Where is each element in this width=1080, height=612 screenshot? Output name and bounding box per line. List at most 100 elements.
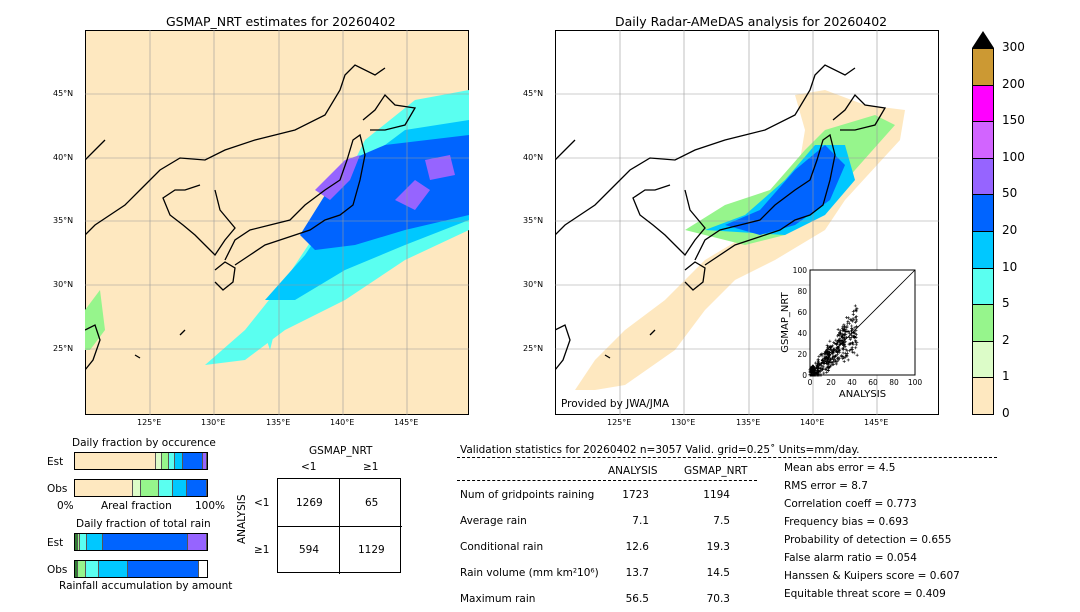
cell-false-alarm: 65 bbox=[365, 497, 379, 509]
rain-fraction-title: Daily fraction of total rain bbox=[76, 518, 211, 530]
colorbar-label: 5 bbox=[1002, 296, 1010, 311]
cell-miss: 594 bbox=[299, 544, 320, 556]
colorbar-label: 150 bbox=[1002, 113, 1025, 128]
lon-tick-label: 130°E bbox=[201, 418, 226, 427]
bar-segment bbox=[155, 453, 163, 469]
bar-segment bbox=[77, 534, 81, 550]
stats-analysis-value: 1723 bbox=[622, 489, 649, 501]
scatter-x-tick: 40 bbox=[847, 378, 857, 387]
stats-analysis-value: 13.7 bbox=[625, 567, 649, 579]
stats-col-analysis: ANALYSIS bbox=[608, 465, 658, 477]
occurrence-title: Daily fraction by occurence bbox=[72, 437, 216, 449]
contingency-col-lt1: <1 bbox=[301, 461, 317, 473]
colorbar-label: 100 bbox=[1002, 149, 1025, 164]
rain-area bbox=[425, 155, 455, 180]
occ-obs-bar bbox=[74, 479, 208, 497]
lat-tick-label: 30°N bbox=[53, 280, 74, 289]
gsmap-map bbox=[85, 30, 469, 415]
stats-header: Validation statistics for 20260402 n=305… bbox=[460, 444, 860, 456]
scatter-xlabel: ANALYSIS bbox=[839, 389, 886, 400]
colorbar-segment bbox=[972, 231, 994, 269]
contingency-col-ge1: ≥1 bbox=[363, 461, 379, 473]
scatter-y-tick: 100 bbox=[793, 266, 808, 275]
score-line: False alarm ratio = 0.054 bbox=[784, 552, 917, 564]
lon-tick-label: 125°E bbox=[137, 418, 162, 427]
lon-tick-label: 145°E bbox=[394, 418, 419, 427]
rain-area bbox=[265, 330, 275, 350]
scatter-x-tick: 80 bbox=[889, 378, 899, 387]
scatter-ylabel: GSMAP_NRT bbox=[780, 291, 791, 352]
coastline bbox=[85, 324, 101, 371]
stats-col-gsmap: GSMAP_NRT bbox=[684, 465, 748, 477]
contingency-table: 1269 65 594 1129 bbox=[277, 478, 402, 574]
colorbar-segment bbox=[972, 340, 994, 379]
stats-row-label: Maximum rain bbox=[460, 593, 536, 605]
rain-area bbox=[395, 180, 430, 210]
bar-segment bbox=[80, 534, 87, 550]
right-map-title: Daily Radar-AMeDAS analysis for 20260402 bbox=[615, 14, 888, 29]
scatter-x-tick: 0 bbox=[808, 378, 813, 387]
colorbar-label: 1 bbox=[1002, 369, 1010, 384]
colorbar-label: 50 bbox=[1002, 186, 1018, 201]
cell-hit: 1129 bbox=[358, 544, 385, 556]
lon-tick-label: 145°E bbox=[864, 418, 889, 427]
lat-tick-label: 40°N bbox=[523, 153, 544, 162]
lon-tick-label: 135°E bbox=[266, 418, 291, 427]
scatter-y-tick: 0 bbox=[802, 371, 807, 380]
bar-segment bbox=[140, 480, 160, 496]
colorbar-segment bbox=[972, 157, 994, 196]
stats-row-label: Num of gridpoints raining bbox=[460, 489, 595, 501]
stats-analysis-value: 7.1 bbox=[632, 515, 649, 527]
left-map-title: GSMAP_NRT estimates for 20260402 bbox=[166, 14, 396, 29]
bar-segment bbox=[162, 453, 169, 469]
credit-text: Provided by JWA/JMA bbox=[561, 398, 670, 410]
coastline bbox=[214, 261, 236, 291]
rain-est-bar bbox=[74, 533, 208, 551]
lat-tick-label: 25°N bbox=[53, 344, 74, 353]
lat-tick-label: 40°N bbox=[53, 153, 74, 162]
stats-gsmap-value: 14.5 bbox=[706, 567, 730, 579]
rain-xlabel: Rainfall accumulation by amount bbox=[59, 580, 233, 592]
bar-segment bbox=[168, 453, 176, 469]
rain-est-label: Est bbox=[47, 537, 64, 549]
contingency-col-header: GSMAP_NRT bbox=[309, 445, 373, 457]
colorbar-segment bbox=[972, 304, 994, 342]
scatter-y-tick: 60 bbox=[797, 308, 807, 317]
coastline bbox=[555, 64, 856, 236]
lat-tick-label: 45°N bbox=[523, 89, 544, 98]
contingency-row-lt1: <1 bbox=[254, 497, 270, 509]
occ-obs-label: Obs bbox=[47, 483, 68, 495]
occ-est-bar bbox=[74, 452, 208, 470]
lon-tick-label: 140°E bbox=[330, 418, 355, 427]
score-line: Frequency bias = 0.693 bbox=[784, 516, 909, 528]
scatter-points bbox=[808, 304, 859, 377]
lat-tick-label: 25°N bbox=[523, 344, 544, 353]
bar-segment bbox=[172, 480, 188, 496]
colorbar-segment bbox=[972, 121, 994, 159]
bar-segment bbox=[183, 453, 203, 469]
contingency-row-ge1: ≥1 bbox=[254, 544, 270, 556]
colorbar-label: 200 bbox=[1002, 76, 1025, 91]
scatter-x-tick: 20 bbox=[826, 378, 836, 387]
coastline bbox=[362, 93, 417, 131]
score-line: Mean abs error = 4.5 bbox=[784, 462, 896, 474]
scatter-y-tick: 40 bbox=[797, 329, 807, 338]
bar-segment bbox=[133, 480, 141, 496]
coastline bbox=[85, 139, 106, 161]
colorbar-label: 300 bbox=[1002, 40, 1025, 54]
coastline bbox=[162, 184, 236, 257]
score-line: Equitable threat score = 0.409 bbox=[784, 588, 946, 600]
rain-area bbox=[85, 290, 105, 350]
occ-est-label: Est bbox=[47, 456, 64, 468]
score-line: Hanssen & Kuipers score = 0.607 bbox=[784, 570, 960, 582]
bar-segment bbox=[159, 480, 173, 496]
bar-segment bbox=[175, 453, 184, 469]
colorbar-label: 20 bbox=[1002, 223, 1018, 237]
radar-map bbox=[555, 30, 939, 415]
coastline bbox=[649, 329, 656, 336]
colorbar-label: 10 bbox=[1002, 259, 1018, 274]
bar-segment bbox=[77, 561, 86, 577]
coastline bbox=[179, 329, 186, 336]
lat-tick-label: 30°N bbox=[523, 280, 544, 289]
